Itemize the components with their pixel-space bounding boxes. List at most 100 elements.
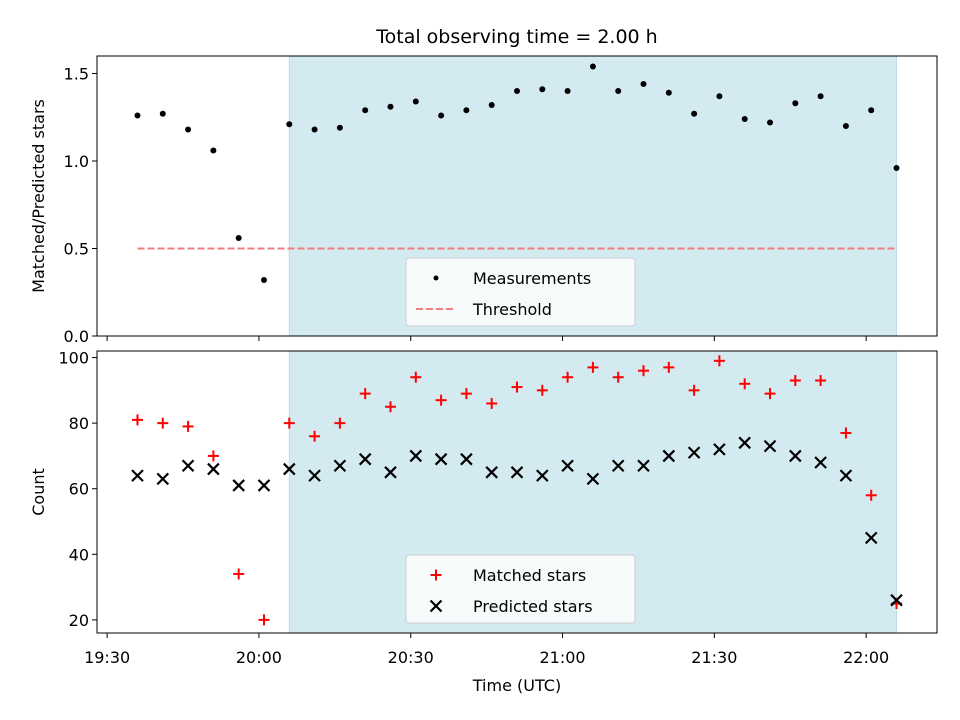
bottom-series-predicted-stars-point-b (510, 466, 524, 479)
top-series-measurements-point (134, 112, 141, 119)
bottom-series-predicted-stars-point-b (485, 466, 498, 479)
bottom-series-predicted-stars-point (232, 479, 245, 492)
bottom-series-matched-stars-point (233, 568, 245, 580)
bottom-xtick-label: 22:00 (843, 648, 889, 667)
bottom-series-predicted-stars-point (384, 466, 397, 479)
bottom-series-matched-stars-point (384, 401, 396, 413)
bottom-series-predicted-stars-point (763, 439, 777, 453)
bottom-series-matched-stars-point (258, 614, 270, 626)
bottom-axes-frame (96, 350, 938, 634)
top-series-measurements-point (286, 121, 293, 128)
bottom-series-matched-stars-point (663, 361, 675, 373)
bottom-series-matched-stars-point (334, 417, 346, 429)
top-legend-label: Measurements (473, 269, 591, 288)
bottom-series-predicted-stars-point (156, 472, 170, 486)
top-series-measurements-point (362, 107, 369, 114)
bottom-ytick-label: 20 (69, 611, 89, 630)
bottom-ytick-label: 100 (58, 349, 89, 368)
top-series-measurements-point (210, 147, 217, 154)
bottom-series-predicted-stars-point (358, 452, 372, 466)
bottom-series-predicted-stars-point (864, 531, 878, 545)
top-series-measurements-point (792, 100, 799, 107)
top-ytick-label: 1.0 (64, 152, 89, 171)
bottom-legend-marker (429, 599, 443, 613)
bottom-series-matched-stars-point (638, 365, 650, 377)
bottom-legend: Matched stars Predicted stars (405, 554, 636, 624)
top-ytick-label: 0.5 (64, 240, 89, 259)
bottom-series-matched-stars-point (511, 381, 523, 393)
bottom-legend-marker-b (429, 599, 443, 613)
bottom-series-predicted-stars-point (586, 472, 600, 486)
top-ylabel: Matched/Predicted stars (29, 99, 48, 293)
bottom-series-predicted-stars-point (611, 459, 625, 473)
top-series-measurements-point (336, 124, 343, 131)
top-series-measurements-point (235, 235, 242, 241)
bottom-series-predicted-stars-point (131, 469, 144, 482)
top-series-measurements-point (463, 107, 470, 114)
bottom-series-predicted-stars-point (510, 466, 524, 479)
bottom-series-predicted-stars-point (536, 469, 549, 482)
top-panel: 0.0 0.5 1.0 1.5 Matched/Predicted stars Total… (29, 26, 938, 346)
bottom-ylabel: Count (29, 468, 48, 516)
top-series-measurements-point (842, 123, 849, 129)
bottom-series-predicted-stars-point-b (460, 452, 473, 466)
bottom-series-predicted-stars-point-b (637, 459, 650, 473)
bottom-series-predicted-stars-point (485, 466, 498, 479)
bottom-series-predicted-stars-point-b (358, 452, 372, 466)
top-series-measurements-point (868, 107, 875, 114)
bottom-xtick-label: 21:30 (691, 648, 737, 667)
bottom-series-matched-stars-point (764, 388, 776, 400)
bottom-series-predicted-stars-point-b (536, 469, 549, 482)
top-series-measurements-point (311, 126, 318, 133)
bottom-series-predicted-stars-point (207, 462, 220, 476)
bottom-series-predicted-stars-point-b (232, 479, 245, 492)
bottom-series-matched-stars-point (587, 361, 599, 373)
top-series-measurements-point (640, 81, 647, 87)
top-series-measurements-point (185, 126, 192, 133)
bottom-series-predicted-stars-point-b (333, 459, 347, 473)
bottom-series-matched-stars-point (865, 489, 877, 501)
bottom-series-predicted-stars-point-b (257, 479, 271, 492)
bottom-series-predicted-stars-point-b (586, 472, 600, 486)
bottom-series-predicted-stars-point (460, 452, 473, 466)
bottom-series-predicted-stars-point-b (687, 446, 701, 459)
top-series-measurements-point (615, 88, 622, 94)
bottom-series-predicted-stars-point-b (839, 469, 853, 482)
bottom-series-predicted-stars-point (561, 459, 574, 473)
bottom-series-predicted-stars-point (434, 452, 448, 466)
bottom-series-predicted-stars-point (713, 443, 726, 456)
bottom-xlabel: Time (UTC) (472, 676, 561, 695)
top-series-measurements-point (564, 88, 571, 94)
bottom-series-predicted-stars-point-b (738, 436, 751, 450)
top-ytick-label: 1.5 (64, 65, 89, 84)
bottom-series-predicted-stars-point (839, 469, 853, 482)
bottom-series-matched-stars-point (309, 430, 321, 442)
bottom-series-matched-stars-point (486, 397, 498, 409)
bottom-series-matched-stars-point (536, 384, 548, 396)
bottom-series-predicted-stars-point-b (561, 459, 574, 473)
bottom-ytick-label: 60 (69, 480, 89, 499)
bottom-series-predicted-stars-point (257, 479, 271, 492)
top-legend-box (405, 257, 636, 327)
top-series-measurements-point (767, 119, 774, 126)
bottom-series-matched-stars-point (182, 420, 194, 432)
top-axes-frame (96, 55, 938, 337)
top-series-measurements-point (691, 110, 698, 117)
bottom-series-predicted-stars-point (814, 456, 827, 469)
bottom-series-predicted-stars-point (738, 436, 751, 450)
bottom-series-matched-stars-point (157, 417, 169, 429)
bottom-series-predicted-stars-point-b (814, 456, 827, 469)
bottom-series-predicted-stars-point-b (662, 449, 676, 463)
bottom-series-predicted-stars-point (687, 446, 701, 459)
top-ytick-label: 0.0 (64, 327, 89, 346)
top-title: Total observing time = 2.00 h (375, 26, 657, 48)
bottom-series-matched-stars-point (840, 427, 852, 439)
bottom-series-matched-stars-point (207, 450, 219, 462)
bottom-series-predicted-stars-point-b (283, 462, 296, 476)
bottom-series-predicted-stars-point (789, 449, 802, 463)
top-series-measurements-point (665, 89, 672, 96)
bottom-series-matched-stars-point (815, 375, 827, 387)
bottom-series-matched-stars-point (713, 355, 725, 367)
top-series-measurements-point (589, 63, 596, 70)
top-series-measurements-point (716, 93, 723, 100)
